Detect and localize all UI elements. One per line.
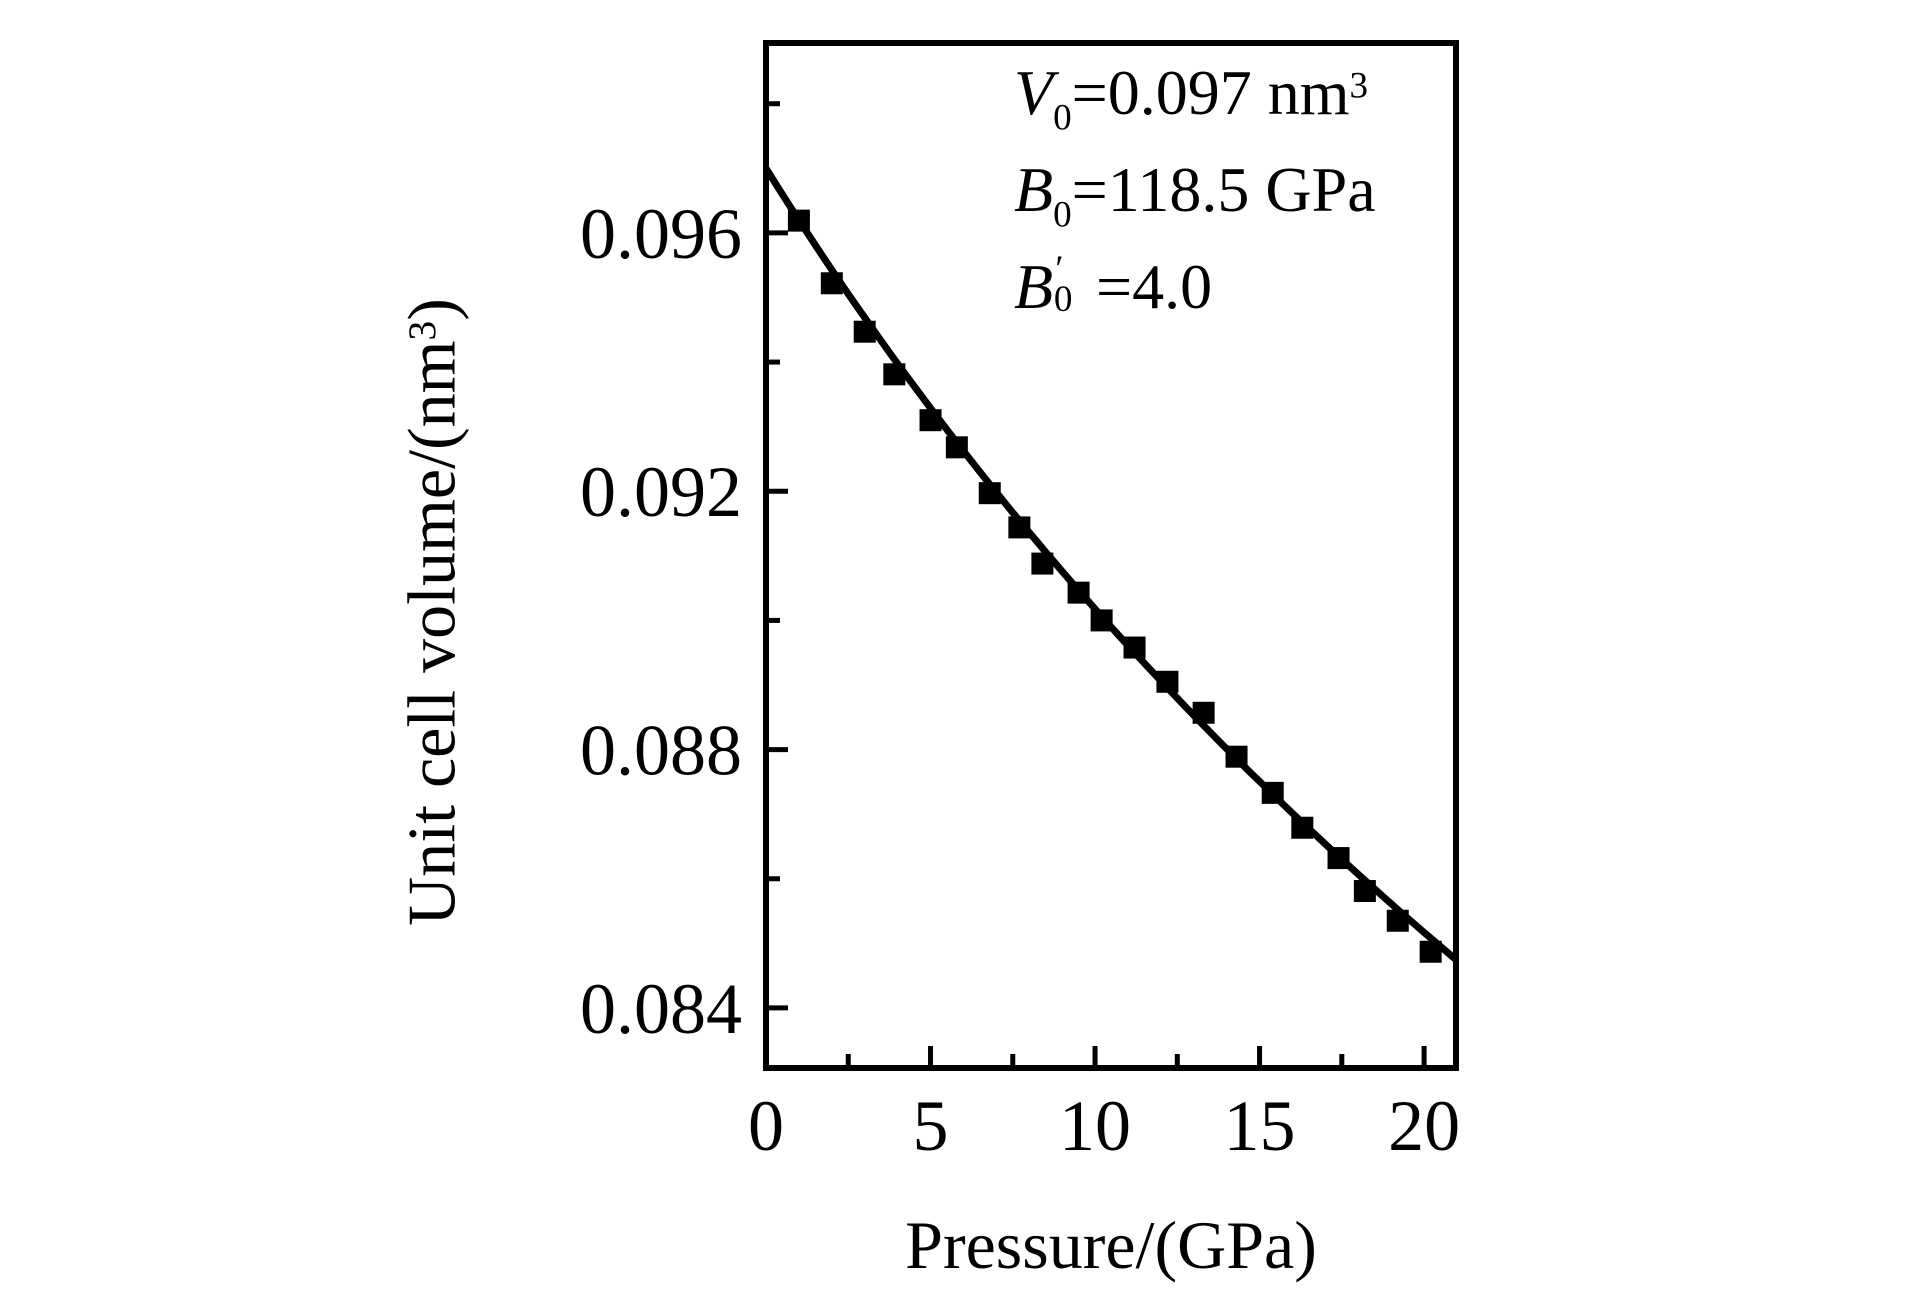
fit-parameters-annotation: V0=0.097 nm3 B0=118.5 GPa B ′ 0 =4.0 [1014, 44, 1376, 335]
data-point [787, 209, 810, 232]
x-tick-label: 10 [1059, 1086, 1131, 1166]
y-tick-label: 0.084 [580, 969, 742, 1049]
y-axis-title-close: ) [393, 298, 470, 321]
annotation-line-b0-prime: B ′ 0 =4.0 [1014, 238, 1376, 335]
data-point [919, 409, 942, 432]
data-point [1291, 816, 1314, 839]
annotation-line-v0: V0=0.097 nm3 [1014, 44, 1376, 141]
variable-b: B [1014, 154, 1054, 225]
data-point [1090, 609, 1113, 632]
x-tick-label: 0 [748, 1086, 784, 1166]
subscript-0: 0 [1053, 194, 1072, 236]
data-point [1123, 636, 1146, 659]
y-tick-label: 0.088 [580, 711, 742, 791]
variable-b: B [1014, 251, 1054, 322]
subscript-0: 0 [1053, 97, 1072, 139]
data-point [1386, 909, 1409, 932]
data-point [1225, 745, 1248, 768]
x-tick-label: 20 [1388, 1086, 1460, 1166]
y-tick-label: 0.092 [580, 452, 742, 532]
y-axis-title-superscript: 3 [399, 320, 444, 341]
data-point [1261, 781, 1284, 804]
data-point [1353, 880, 1376, 903]
data-point [1327, 847, 1350, 870]
variable-v: V [1014, 57, 1054, 128]
y-tick-label: 0.096 [580, 194, 742, 274]
x-tick-label: 5 [913, 1086, 949, 1166]
prime-mark: ′ [1055, 249, 1064, 290]
b0-prime-value: =4.0 [1079, 251, 1213, 322]
data-point [1008, 516, 1031, 539]
annotation-line-b0: B0=118.5 GPa [1014, 141, 1376, 238]
data-point [883, 363, 906, 386]
x-tick-label: 15 [1224, 1086, 1296, 1166]
v0-value: =0.097 nm [1071, 57, 1350, 128]
data-point [1192, 701, 1215, 724]
data-point [1419, 940, 1442, 963]
b0-value: =118.5 GPa [1071, 154, 1376, 225]
y-axis-title-text: Unit cell volume/(nm [393, 340, 470, 926]
subscript-0: 0 [1053, 278, 1073, 320]
data-point [978, 482, 1001, 505]
data-point [853, 320, 876, 343]
data-point [1031, 552, 1054, 575]
cubed-superscript: 3 [1349, 65, 1369, 107]
x-axis-title: Pressure/(GPa) [905, 1207, 1317, 1283]
y-axis-title: Unit cell volume/(nm3) [393, 298, 472, 926]
data-point [820, 272, 843, 295]
data-point [1067, 581, 1090, 604]
data-point [1156, 670, 1179, 693]
prime-subscript-stack: ′ 0 [1053, 244, 1080, 320]
plot-box [763, 40, 1459, 1071]
data-point [945, 436, 968, 459]
